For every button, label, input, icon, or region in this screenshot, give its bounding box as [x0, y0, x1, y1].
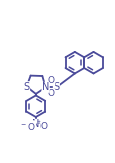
Text: $^-$O: $^-$O — [19, 121, 35, 132]
Text: S: S — [23, 82, 29, 92]
Text: N: N — [42, 82, 49, 92]
Text: O: O — [40, 122, 47, 131]
Text: N: N — [32, 119, 39, 129]
Text: ±: ± — [36, 120, 40, 125]
Text: O: O — [47, 76, 54, 85]
Text: S: S — [53, 82, 59, 92]
Text: O: O — [47, 89, 54, 98]
